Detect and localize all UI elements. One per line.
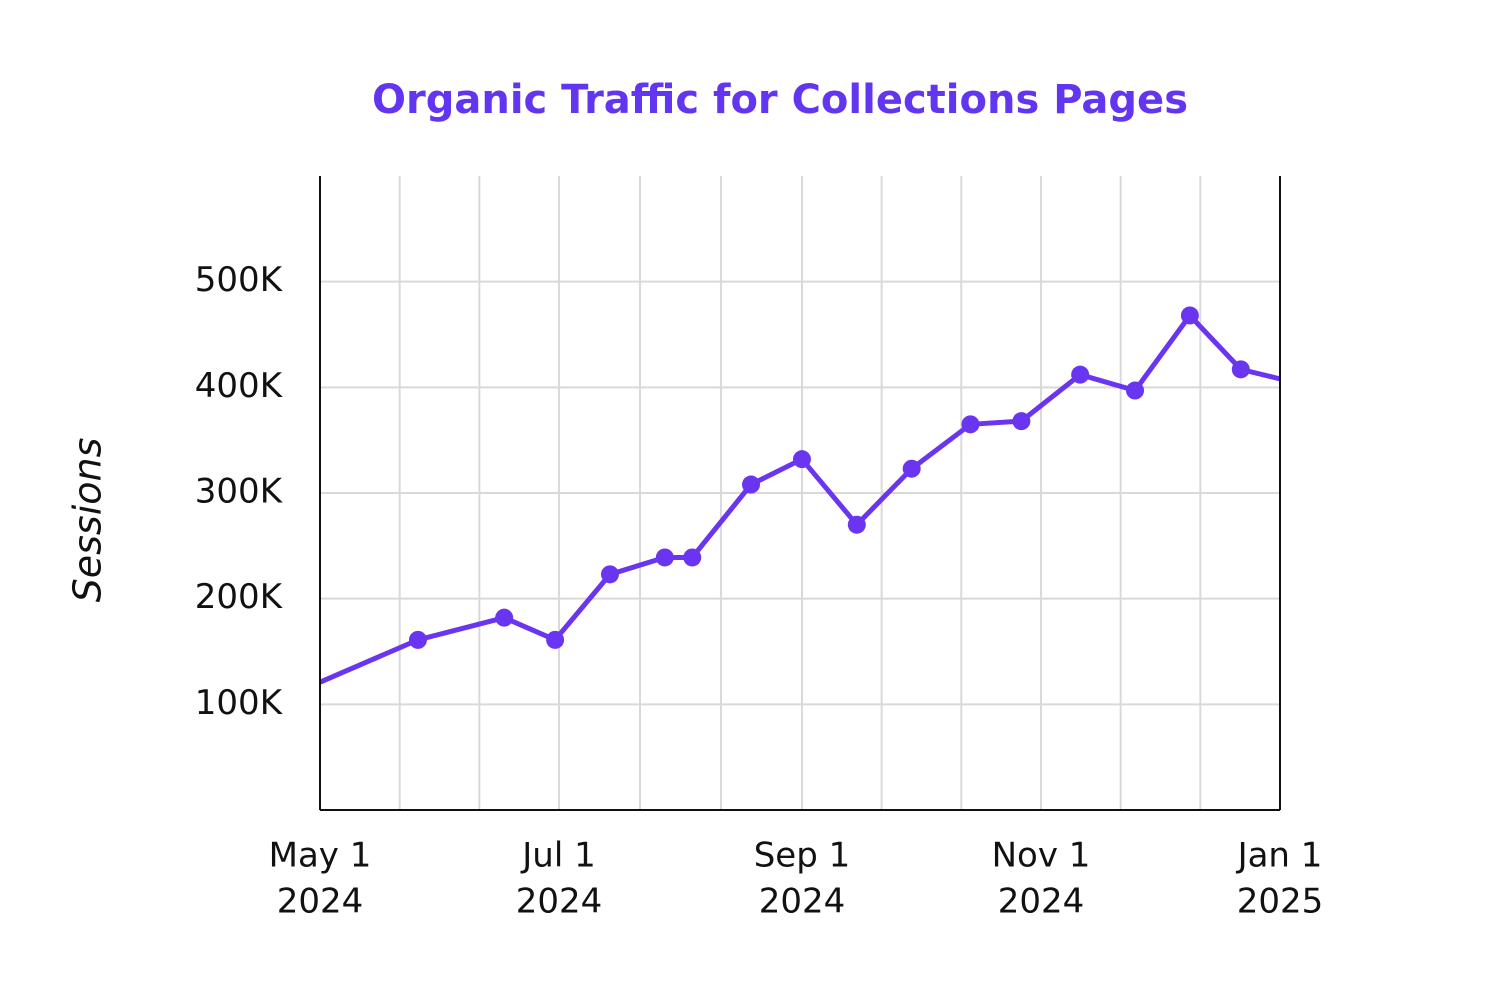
y-tick-label: 500K [195, 260, 284, 300]
data-point [742, 475, 761, 494]
data-point [902, 459, 921, 478]
data-point [495, 608, 514, 627]
x-tick-label: May 1 [269, 836, 372, 876]
x-tick-label: 2024 [277, 882, 364, 922]
data-point [655, 548, 674, 567]
chart-title: Organic Traffic for Collections Pages [372, 77, 1188, 123]
data-point [408, 630, 427, 649]
data-line [319, 312, 1281, 685]
data-point [546, 630, 565, 649]
x-tick-label: Jan 1 [1236, 836, 1323, 876]
y-tick-label: 100K [195, 683, 284, 723]
x-tick-label: 2025 [1237, 882, 1324, 922]
y-tick-label: 200K [195, 577, 284, 617]
data-point [600, 565, 619, 584]
y-axis-label: Sessions [66, 438, 110, 603]
x-tick-label: 2024 [759, 882, 846, 922]
x-tick-label: Jul 1 [520, 836, 595, 876]
data-point [1231, 360, 1250, 379]
x-tick-label: Nov 1 [992, 836, 1091, 876]
x-tick-label: Sep 1 [754, 836, 851, 876]
data-point [1071, 365, 1090, 384]
data-point [792, 450, 811, 469]
data-point [1012, 412, 1031, 431]
data-point [1126, 381, 1145, 400]
data-point [683, 548, 702, 567]
y-tick-label: 300K [195, 472, 284, 512]
data-point [961, 415, 980, 434]
data-point [1180, 306, 1199, 325]
data-point [847, 515, 866, 534]
x-tick-label: 2024 [516, 882, 603, 922]
x-tick-label: 2024 [998, 882, 1085, 922]
y-tick-label: 400K [195, 366, 284, 406]
